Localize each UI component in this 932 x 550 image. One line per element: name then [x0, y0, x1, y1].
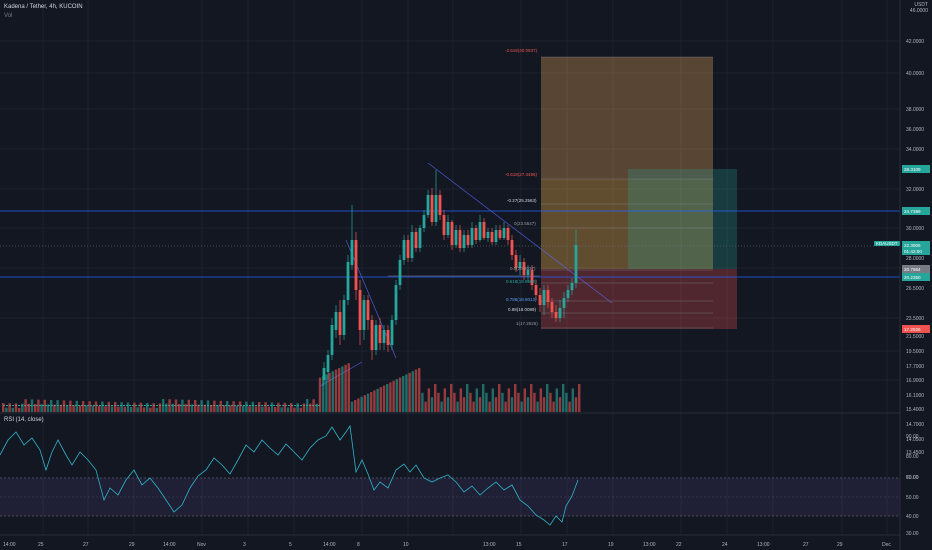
- fib-label: -0.27(25.2563): [507, 198, 537, 203]
- price-tick: 36.0000: [906, 127, 924, 133]
- price-tick: 21.5000: [906, 334, 924, 340]
- price-tick: 26.5000: [906, 286, 924, 292]
- fib-label: 0.786(18.6013): [506, 297, 537, 302]
- price-axis[interactable]: 42.0000 40.0000 38.0000 36.0000 34.0000 32.00…: [906, 39, 924, 456]
- time-tick: 8: [357, 542, 360, 548]
- volume-label[interactable]: Vol: [4, 13, 13, 19]
- time-tick: 29: [837, 542, 843, 548]
- target-zone-upper[interactable]: [541, 57, 713, 179]
- rsi-tick: 40.00: [906, 514, 919, 520]
- time-tick: 19: [608, 542, 614, 548]
- price-tick: 14.0500: [906, 437, 924, 443]
- volume-bars: [2, 363, 581, 412]
- time-tick: 25: [38, 542, 44, 548]
- unit-top-price: 46.0000: [909, 8, 928, 14]
- time-tick: 13:00: [757, 542, 770, 548]
- time-tick: 27: [83, 542, 89, 548]
- symbol-badge: KDAUSDT: [874, 241, 900, 246]
- price-tick: 42.0000: [906, 39, 924, 45]
- price-tick: 16.9000: [906, 378, 924, 384]
- price-tick: 30.0000: [906, 226, 924, 232]
- time-axis[interactable]: 14:00 25 27 29 14:00 Nov 3 5 14:00 8 10 13:00 15 17 19…: [3, 542, 891, 548]
- price-tick: 38.0000: [906, 107, 924, 113]
- rsi-tick: 50.00: [906, 495, 919, 501]
- time-tick: 13:00: [483, 542, 496, 548]
- price-tick: 19.5000: [906, 349, 924, 355]
- chart-legend[interactable]: Kadena / Tether, 4h, KUCOIN Vol: [4, 3, 83, 21]
- stop-zone[interactable]: [541, 269, 737, 329]
- price-tag-3: 20.7664: [904, 267, 921, 272]
- time-tick: 13:00: [643, 542, 656, 548]
- price-tick: 17.7000: [906, 364, 924, 370]
- unit-label: USDT: [914, 2, 928, 8]
- fib-label: 0(23.5547): [514, 221, 536, 226]
- price-tick: 32.0000: [906, 187, 924, 193]
- current-price-tag: 22.3906: [904, 243, 921, 248]
- price-tick: 16.1000: [906, 393, 924, 399]
- time-tick: 14:00: [323, 542, 336, 548]
- rsi-tick: 30.00: [906, 531, 919, 537]
- time-tick: 29: [129, 542, 135, 548]
- price-tag-4: 20.2350: [904, 275, 921, 280]
- fib-labels: -2.618(40.0937) -0.618(27.4496) -0.27(25.2…: [505, 48, 538, 326]
- rsi-legend[interactable]: RSI (14, close): [4, 417, 44, 423]
- price-tick: 34.0000: [906, 147, 924, 153]
- price-tick: 13.4500: [906, 450, 924, 456]
- price-tick: 15.4000: [906, 407, 924, 413]
- time-tick: 27: [803, 542, 809, 548]
- fib-label: 0.618(19.6602): [506, 279, 537, 284]
- rsi-line: [0, 424, 579, 526]
- price-tag-2: 24.7399: [904, 209, 921, 214]
- price-tag-5: 17.2526: [904, 327, 921, 332]
- fib-label: 0.5(20.2037): [510, 266, 536, 271]
- time-tick: Nov: [197, 542, 206, 548]
- time-tick: Dec: [882, 542, 891, 548]
- time-tick: 22: [676, 542, 682, 548]
- fib-label: -2.618(40.0937): [505, 48, 538, 53]
- time-tick: 10: [403, 542, 409, 548]
- symbol-title[interactable]: Kadena / Tether, 4h, KUCOIN: [4, 4, 83, 10]
- time-tick: 5: [289, 542, 292, 548]
- fib-label: 0.88(18.0089): [508, 307, 537, 312]
- fib-label: 1(17.2526): [516, 321, 538, 326]
- price-tick: 28.0000: [906, 256, 924, 262]
- price-tick: 40.0000: [906, 71, 924, 77]
- time-tick: 15: [516, 542, 522, 548]
- rsi-tick: 90.00: [906, 434, 919, 440]
- time-tick: 3: [243, 542, 246, 548]
- price-unit: USDT 46.0000: [910, 2, 928, 14]
- price-tick: 23.5000: [906, 316, 924, 322]
- target-zone-mid[interactable]: [541, 179, 713, 269]
- fib-label: -0.618(27.4496): [505, 172, 538, 177]
- time-tick: 24: [722, 542, 728, 548]
- price-tick: 14.7000: [906, 422, 924, 428]
- rsi-tick: 60.00: [906, 475, 919, 481]
- rsi-tick: 70.00: [906, 475, 919, 481]
- rsi-tick: 80.00: [906, 454, 919, 460]
- time-tick: 14:00: [3, 542, 16, 548]
- profit-zone[interactable]: [628, 169, 737, 269]
- countdown-tag: 01:42:00: [904, 249, 922, 254]
- time-tick: 17: [562, 542, 568, 548]
- time-tick: 14:00: [163, 542, 176, 548]
- price-tag-1: 28.3109: [904, 167, 921, 172]
